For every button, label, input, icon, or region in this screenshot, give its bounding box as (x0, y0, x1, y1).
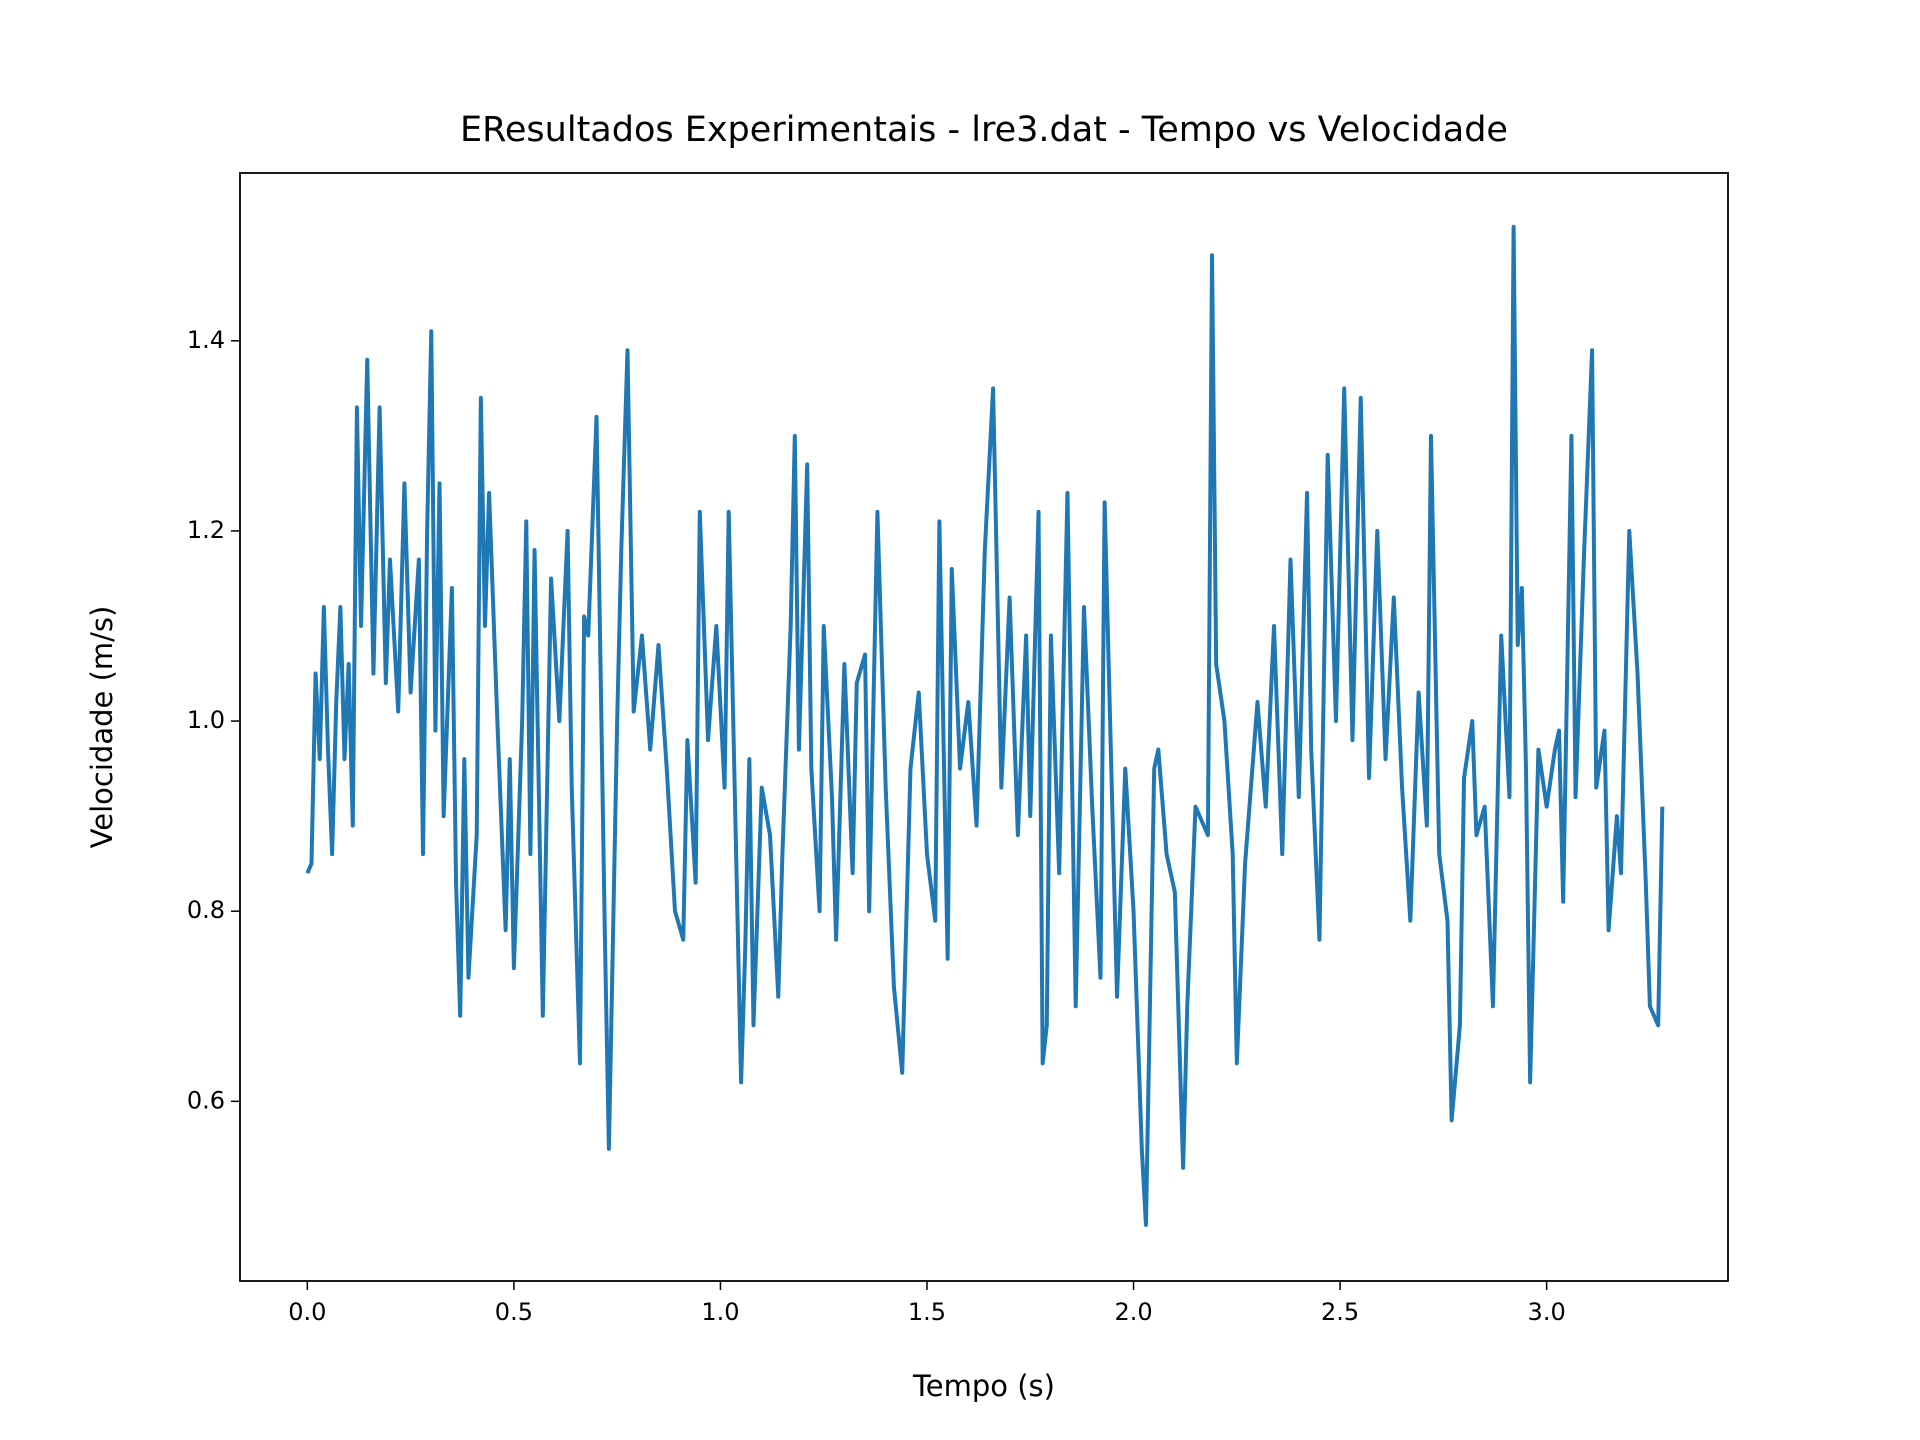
x-tick-label: 1.5 (908, 1298, 946, 1326)
y-axis-label: Velocidade (m/s) (85, 606, 119, 849)
x-tick-label: 2.0 (1114, 1298, 1152, 1326)
y-tick-label: 1.2 (187, 516, 225, 544)
data-line (305, 224, 1665, 1227)
x-tick-label: 2.5 (1321, 1298, 1359, 1326)
x-tick-label: 1.0 (701, 1298, 739, 1326)
x-axis-label: Tempo (s) (912, 1369, 1055, 1403)
y-tick-label: 1.4 (187, 326, 225, 354)
y-tick-label: 0.6 (187, 1086, 225, 1114)
x-tick-label: 0.5 (495, 1298, 533, 1326)
y-tick-label: 1.0 (187, 706, 225, 734)
x-tick-label: 3.0 (1528, 1298, 1566, 1326)
plot-frame (239, 172, 1729, 1282)
x-tick-label: 0.0 (288, 1298, 326, 1326)
y-tick-label: 0.8 (187, 896, 225, 924)
chart-title: EResultados Experimentais - lre3.dat - T… (460, 110, 1508, 150)
